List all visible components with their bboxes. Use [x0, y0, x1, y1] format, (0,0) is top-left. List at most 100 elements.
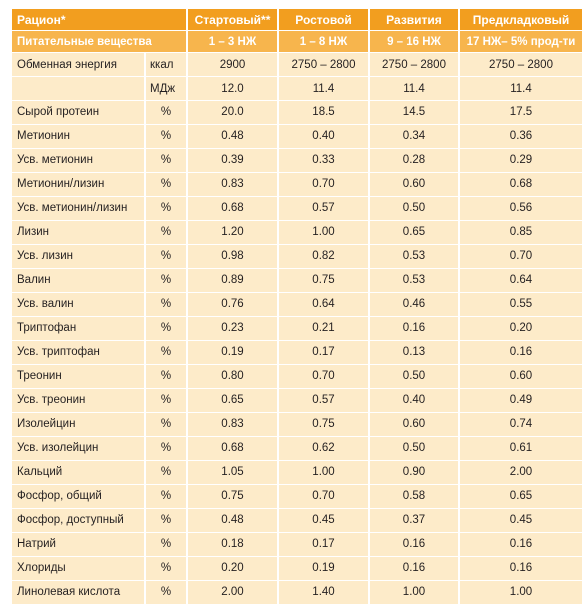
- value-developer: 1.00: [369, 580, 460, 605]
- nutrient-unit: %: [145, 580, 188, 605]
- table-row: Усв. валин% 0.76 0.64 0.46 0.55: [12, 292, 582, 317]
- value-developer: 0.16: [369, 316, 460, 341]
- value-starter: 2.00: [187, 580, 279, 605]
- nutrient-name: Валин: [12, 268, 146, 293]
- nutrient-name: [12, 76, 146, 101]
- value-developer: 0.50: [369, 196, 460, 221]
- nutrient-name: Фосфор, общий: [12, 484, 146, 509]
- nutrient-name: Усв. триптофан: [12, 340, 146, 365]
- nutrient-unit: ккал: [145, 52, 188, 77]
- value-prelay: 0.61: [459, 436, 582, 461]
- table-header: Рацион* Стартовый** Ростовой Развития Пр…: [12, 9, 582, 53]
- value-prelay: 11.4: [459, 76, 582, 101]
- nutrient-unit: %: [145, 508, 188, 533]
- value-prelay: 0.29: [459, 148, 582, 173]
- value-grower: 0.75: [278, 268, 370, 293]
- table-row: Обменная энергия ккал 2900 2750 – 2800 2750 …: [12, 52, 582, 77]
- value-starter: 0.19: [187, 340, 279, 365]
- value-prelay: 0.36: [459, 124, 582, 149]
- table-row: Фосфор, доступный% 0.48 0.45 0.37 0.45: [12, 508, 582, 533]
- value-grower: 1.40: [278, 580, 370, 605]
- value-starter: 0.68: [187, 436, 279, 461]
- nutrient-unit: %: [145, 148, 188, 173]
- value-grower: 0.17: [278, 340, 370, 365]
- header-row-ration: Рацион* Стартовый** Ростовой Развития Пр…: [12, 9, 582, 31]
- nutrient-name: Усв. изолейцин: [12, 436, 146, 461]
- value-developer: 0.16: [369, 556, 460, 581]
- age-range-developer: 9 – 16 НЖ: [369, 30, 460, 53]
- value-grower: 0.75: [278, 412, 370, 437]
- table-row: Усв. треонин% 0.65 0.57 0.40 0.49: [12, 388, 582, 413]
- value-developer: 0.34: [369, 124, 460, 149]
- nutrient-name: Усв. метионин/лизин: [12, 196, 146, 221]
- nutrient-unit: %: [145, 100, 188, 125]
- nutrient-name: Усв. треонин: [12, 388, 146, 413]
- value-grower: 0.70: [278, 172, 370, 197]
- value-prelay: 0.60: [459, 364, 582, 389]
- value-starter: 0.68: [187, 196, 279, 221]
- nutrient-unit: %: [145, 556, 188, 581]
- value-starter: 2900: [187, 52, 279, 77]
- value-starter: 0.98: [187, 244, 279, 269]
- column-header-grower: Ростовой: [278, 9, 370, 31]
- nutrient-name: Натрий: [12, 532, 146, 557]
- value-prelay: 0.64: [459, 268, 582, 293]
- table-row: Изолейцин% 0.83 0.75 0.60 0.74: [12, 412, 582, 437]
- value-developer: 0.40: [369, 388, 460, 413]
- table-body: Обменная энергия ккал 2900 2750 – 2800 2750 …: [12, 52, 582, 605]
- nutrient-unit: %: [145, 436, 188, 461]
- value-prelay: 0.56: [459, 196, 582, 221]
- value-grower: 0.17: [278, 532, 370, 557]
- value-developer: 0.50: [369, 364, 460, 389]
- value-prelay: 2750 – 2800: [459, 52, 582, 77]
- nutrient-unit: %: [145, 364, 188, 389]
- table-row: Сырой протеин% 20.0 18.5 14.5 17.5: [12, 100, 582, 125]
- value-starter: 0.76: [187, 292, 279, 317]
- table-row: МДж 12.0 11.4 11.4 11.4: [12, 76, 582, 101]
- table-row: Метионин/лизин% 0.83 0.70 0.60 0.68: [12, 172, 582, 197]
- value-prelay: 0.45: [459, 508, 582, 533]
- nutrient-name: Сырой протеин: [12, 100, 146, 125]
- value-prelay: 0.65: [459, 484, 582, 509]
- value-starter: 1.20: [187, 220, 279, 245]
- value-developer: 0.46: [369, 292, 460, 317]
- nutrient-name: Усв. метионин: [12, 148, 146, 173]
- table-row: Усв. изолейцин% 0.68 0.62 0.50 0.61: [12, 436, 582, 461]
- value-developer: 14.5: [369, 100, 460, 125]
- value-grower: 2750 – 2800: [278, 52, 370, 77]
- value-developer: 0.60: [369, 412, 460, 437]
- value-developer: 0.65: [369, 220, 460, 245]
- nutrient-unit: %: [145, 412, 188, 437]
- value-starter: 0.75: [187, 484, 279, 509]
- nutrient-unit: %: [145, 244, 188, 269]
- value-prelay: 0.16: [459, 532, 582, 557]
- value-grower: 0.45: [278, 508, 370, 533]
- value-starter: 0.23: [187, 316, 279, 341]
- nutrient-unit: %: [145, 268, 188, 293]
- table-row: Валин% 0.89 0.75 0.53 0.64: [12, 268, 582, 293]
- column-header-developer: Развития: [369, 9, 460, 31]
- table-row: Натрий% 0.18 0.17 0.16 0.16: [12, 532, 582, 557]
- ration-label: Рацион*: [12, 9, 188, 31]
- value-developer: 0.90: [369, 460, 460, 485]
- value-starter: 0.83: [187, 172, 279, 197]
- value-starter: 0.65: [187, 388, 279, 413]
- value-starter: 20.0: [187, 100, 279, 125]
- nutrient-unit: %: [145, 316, 188, 341]
- value-prelay: 1.00: [459, 580, 582, 605]
- nutrition-table: Рацион* Стартовый** Ростовой Развития Пр…: [12, 9, 582, 605]
- nutrient-name: Изолейцин: [12, 412, 146, 437]
- nutrient-name: Лизин: [12, 220, 146, 245]
- value-starter: 0.39: [187, 148, 279, 173]
- table-row: Триптофан% 0.23 0.21 0.16 0.20: [12, 316, 582, 341]
- value-starter: 0.48: [187, 124, 279, 149]
- value-developer: 11.4: [369, 76, 460, 101]
- nutrient-name: Кальций: [12, 460, 146, 485]
- value-grower: 0.33: [278, 148, 370, 173]
- value-developer: 2750 – 2800: [369, 52, 460, 77]
- nutrient-name: Треонин: [12, 364, 146, 389]
- value-grower: 0.57: [278, 196, 370, 221]
- table-row: Кальций% 1.05 1.00 0.90 2.00: [12, 460, 582, 485]
- value-developer: 0.53: [369, 268, 460, 293]
- value-prelay: 0.16: [459, 340, 582, 365]
